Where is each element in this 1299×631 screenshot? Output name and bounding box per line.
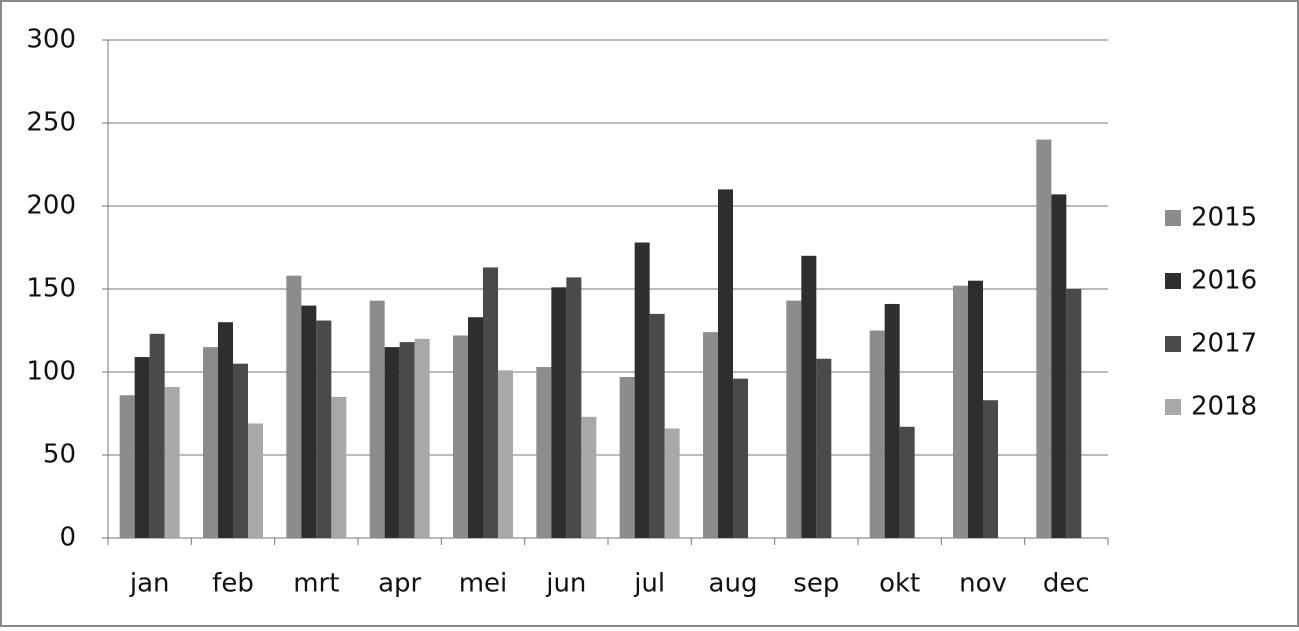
x-tick-label: sep	[793, 569, 839, 599]
bar	[414, 338, 430, 538]
bar	[664, 428, 680, 538]
x-tick-label: apr	[378, 569, 421, 599]
x-tick-label: jul	[633, 569, 665, 599]
bar	[899, 426, 915, 538]
y-tick-label: 50	[43, 440, 76, 470]
legend-label: 2018	[1191, 392, 1257, 422]
bar	[786, 300, 802, 538]
x-tick-label: okt	[879, 569, 920, 599]
bar	[1036, 139, 1052, 538]
bar	[316, 320, 332, 538]
bar	[149, 333, 165, 538]
bar	[703, 332, 718, 538]
x-tick-label: nov	[959, 569, 1007, 599]
bar	[203, 347, 218, 538]
bar	[164, 386, 180, 538]
bar	[953, 285, 968, 538]
bar	[468, 317, 483, 538]
y-tick-label: 200	[26, 191, 76, 221]
bar	[301, 305, 317, 538]
bar	[286, 275, 302, 538]
bar	[498, 370, 513, 538]
bar	[119, 395, 135, 538]
x-tick-label: mrt	[293, 569, 339, 599]
bar	[816, 358, 832, 538]
bar	[399, 342, 415, 538]
y-tick-label: 150	[26, 274, 76, 304]
x-tick-label: dec	[1043, 569, 1090, 599]
legend-label: 2015	[1191, 203, 1257, 233]
bar	[718, 189, 733, 538]
bar	[369, 300, 385, 538]
y-tick-label: 0	[59, 523, 76, 553]
bar	[233, 363, 248, 538]
legend-swatch	[1165, 399, 1181, 415]
bar	[801, 255, 817, 539]
bar	[634, 242, 650, 538]
bar	[248, 423, 263, 538]
bar	[566, 277, 582, 538]
legend-swatch	[1165, 336, 1181, 352]
y-tick-label: 100	[26, 357, 76, 387]
bar	[884, 303, 900, 538]
bar	[983, 400, 998, 538]
bar	[218, 322, 233, 538]
bar	[134, 357, 150, 538]
legend-swatch	[1165, 210, 1181, 226]
bar	[536, 367, 552, 538]
bar	[1051, 194, 1067, 538]
x-tick-label: jun	[545, 569, 586, 599]
bar	[331, 396, 347, 538]
legend-label: 2017	[1191, 329, 1257, 359]
legend-swatch	[1165, 273, 1181, 289]
bar	[619, 376, 635, 538]
x-tick-label: aug	[709, 569, 758, 599]
bar	[483, 267, 498, 538]
bar	[581, 416, 597, 538]
x-tick-label: feb	[212, 569, 254, 599]
bar	[551, 287, 567, 538]
x-tick-label: jan	[129, 569, 170, 599]
bar	[384, 347, 400, 538]
bar	[869, 330, 885, 538]
bar	[733, 378, 748, 538]
y-tick-label: 250	[26, 108, 76, 138]
bar	[1066, 289, 1082, 538]
legend-label: 2016	[1191, 266, 1257, 296]
bar	[649, 313, 665, 538]
bar	[453, 335, 468, 538]
x-tick-label: mei	[459, 569, 508, 599]
bar	[968, 280, 983, 538]
y-tick-label: 300	[26, 25, 76, 55]
